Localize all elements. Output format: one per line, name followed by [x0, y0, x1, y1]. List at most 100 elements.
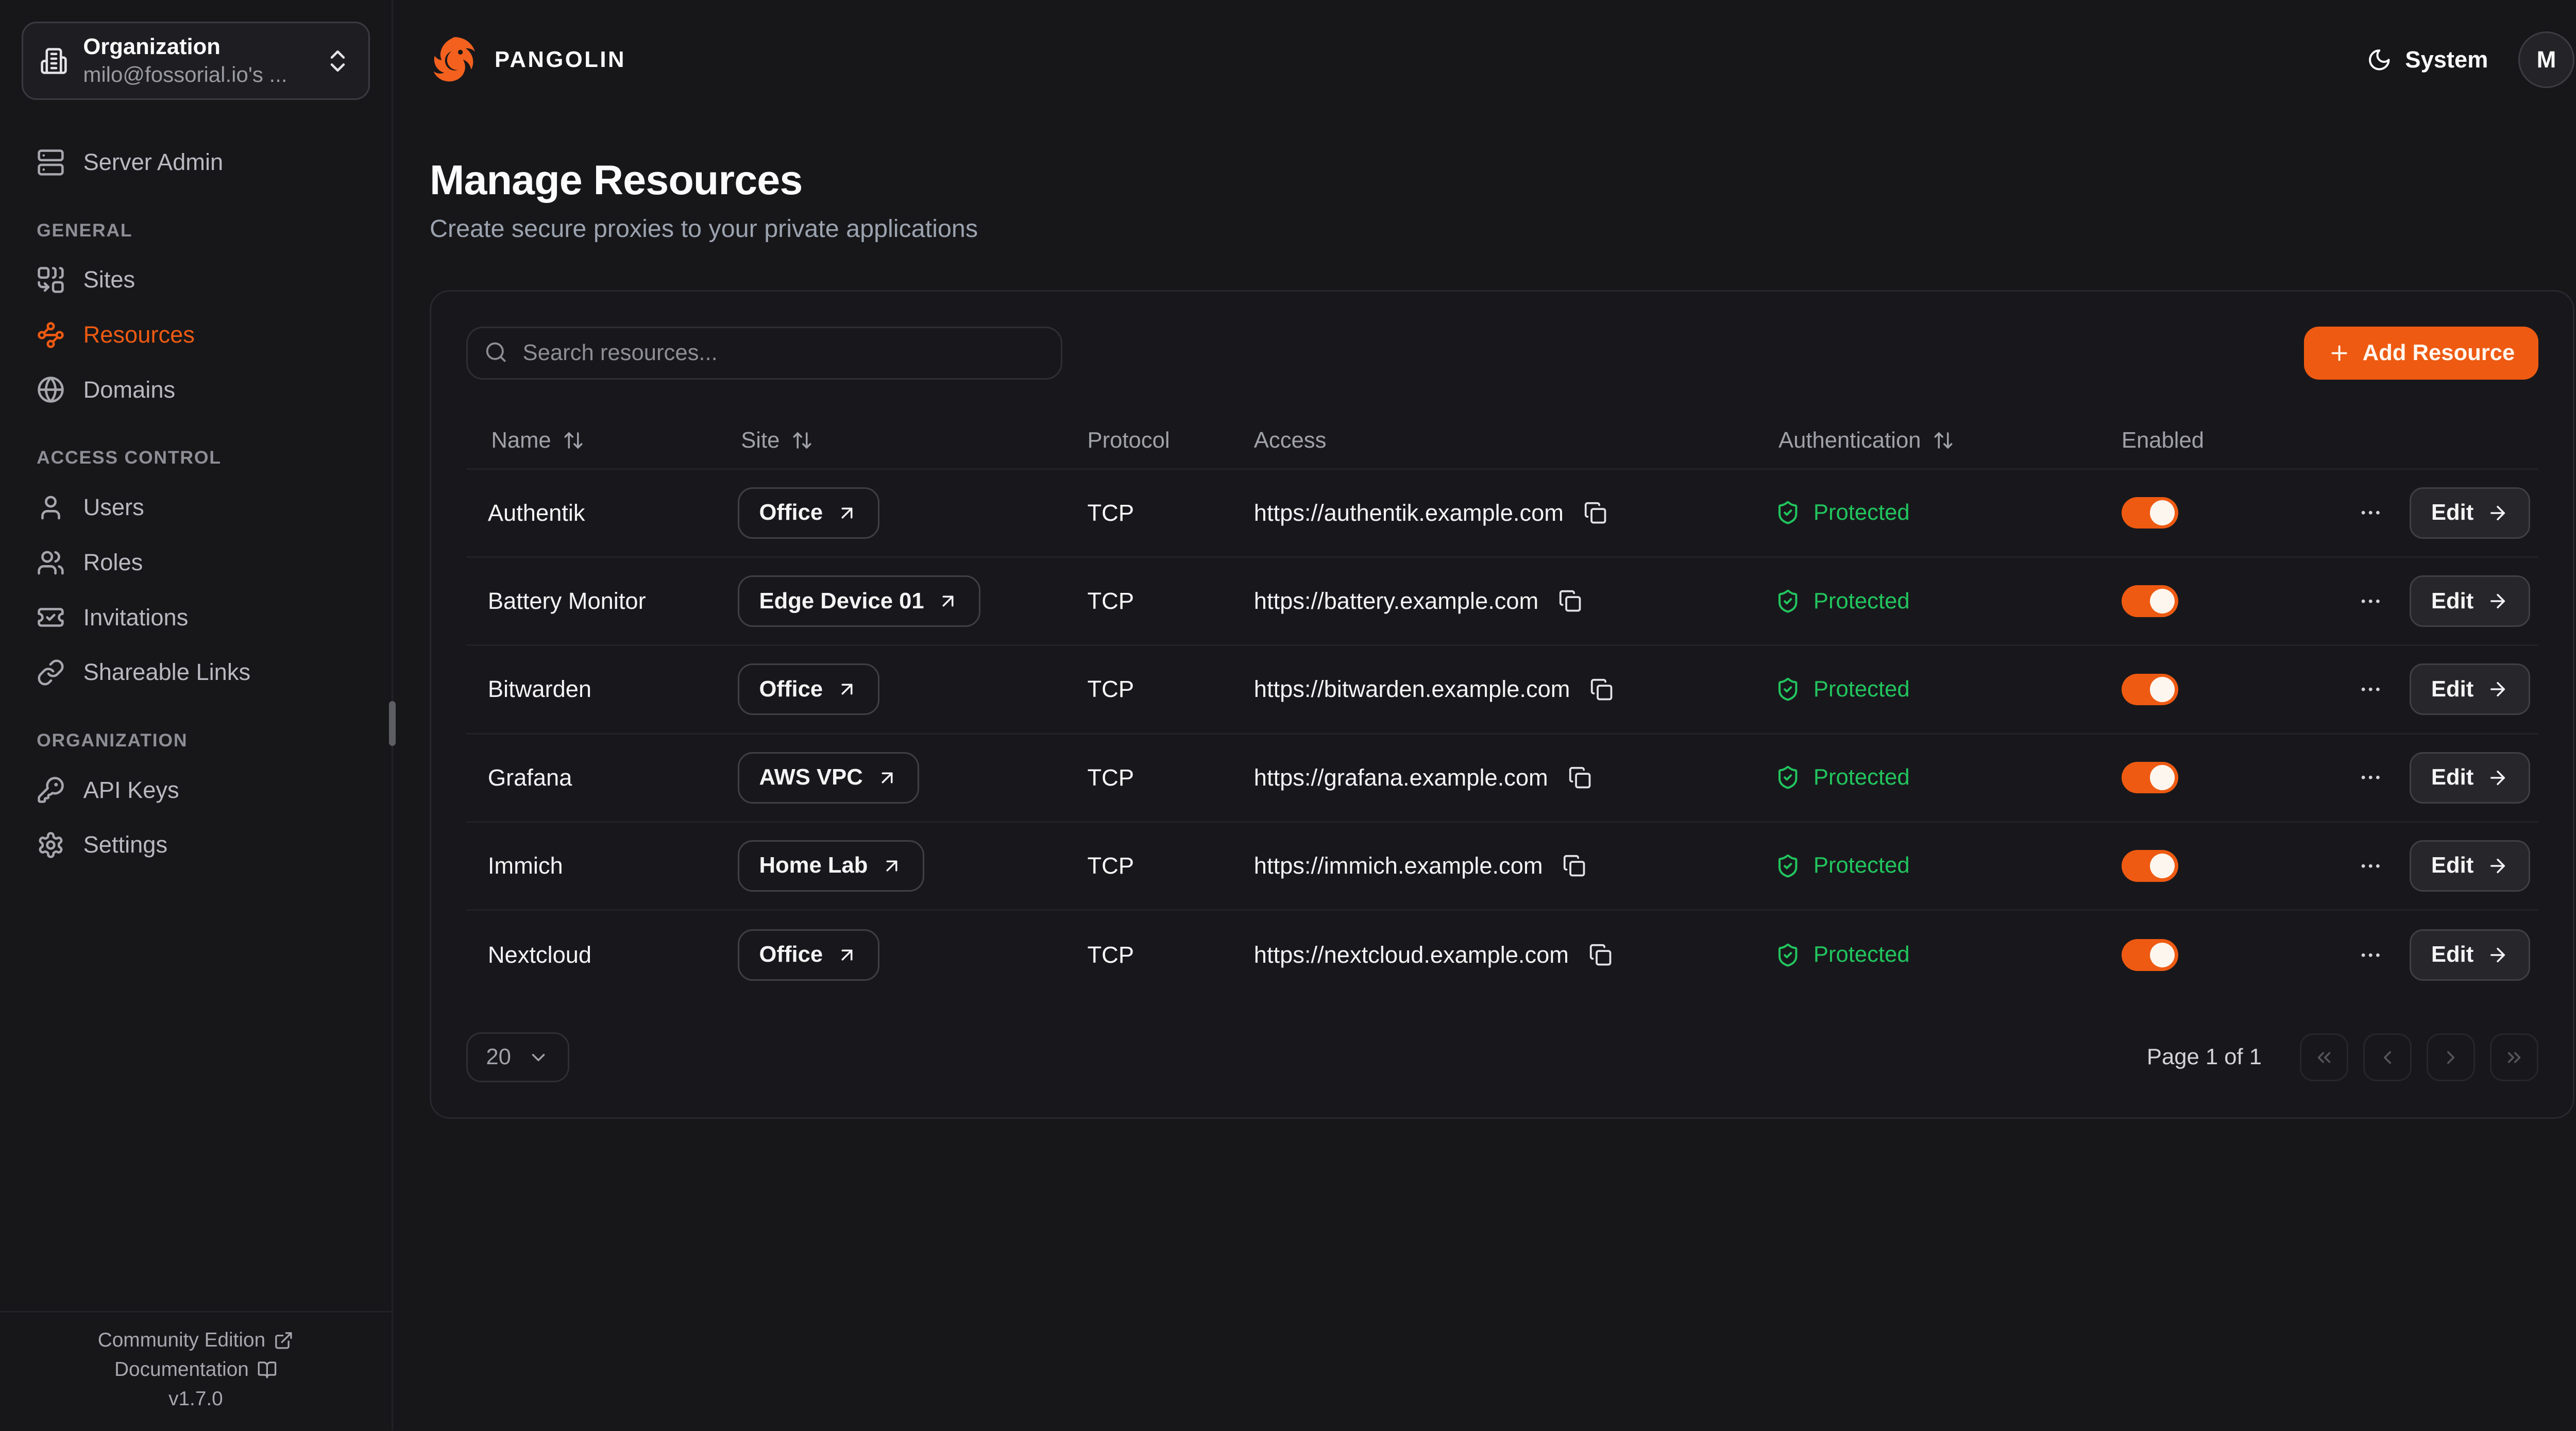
nav-section-access-control: ACCESS CONTROL — [37, 447, 222, 468]
copy-url-button[interactable] — [1587, 674, 1617, 704]
site-link-button[interactable]: Office — [737, 487, 879, 539]
page-size-value: 20 — [486, 1045, 511, 1070]
resource-name: Nextcloud — [487, 941, 592, 968]
sidebar-item-resources[interactable]: Resources — [22, 308, 370, 363]
authentication-cell: Protected — [1775, 500, 2122, 525]
row-menu-button[interactable] — [2354, 939, 2386, 970]
brand-name: PANGOLIN — [495, 47, 626, 72]
theme-toggle-button[interactable]: System — [2367, 46, 2488, 73]
chevrons-left-icon — [2318, 1052, 2331, 1063]
column-header-authentication[interactable]: Authentication — [1775, 428, 2122, 453]
sidebar-item-label: Settings — [83, 831, 168, 858]
community-edition-link[interactable]: Community Edition — [98, 1329, 294, 1352]
page-subtitle: Create secure proxies to your private ap… — [429, 215, 978, 243]
copy-url-button[interactable] — [1555, 586, 1585, 616]
shield-check-icon — [1778, 766, 1797, 789]
site-link-button[interactable]: Office — [737, 929, 879, 981]
edit-button[interactable]: Edit — [2410, 487, 2530, 539]
actions-cell: Edit — [2354, 929, 2530, 981]
table-row: Nextcloud Office TCP https://nextcloud.e… — [466, 911, 2538, 999]
copy-url-button[interactable] — [1565, 763, 1595, 793]
auth-status-label: Protected — [1813, 588, 1910, 614]
edit-button[interactable]: Edit — [2410, 575, 2530, 627]
next-page-button[interactable] — [2427, 1033, 2475, 1082]
copy-url-button[interactable] — [1585, 940, 1615, 970]
enabled-toggle[interactable] — [2121, 939, 2178, 971]
arrow-right-icon — [2490, 947, 2505, 962]
sidebar-resize-handle[interactable] — [389, 701, 396, 746]
org-switcher[interactable]: Organization milo@fossorial.io's ... — [22, 22, 370, 100]
sidebar-item-server-admin[interactable]: Server Admin — [22, 135, 370, 190]
resource-name: Bitwarden — [487, 676, 592, 703]
access-cell: https://authentik.example.com — [1254, 498, 1775, 528]
sidebar-item-sites[interactable]: Sites — [22, 252, 370, 308]
enabled-toggle[interactable] — [2121, 761, 2178, 794]
edit-button[interactable]: Edit — [2410, 929, 2530, 981]
enabled-toggle[interactable] — [2121, 497, 2178, 529]
site-link-button[interactable]: Edge Device 01 — [737, 575, 981, 627]
shield-check-icon — [1778, 943, 1797, 967]
copy-icon — [1589, 944, 1612, 966]
search-input[interactable] — [466, 326, 1063, 380]
book-open-icon — [258, 1361, 277, 1378]
copy-url-button[interactable] — [1560, 851, 1589, 881]
sidebar-item-shareable-links[interactable]: Shareable Links — [22, 645, 370, 700]
column-header-name[interactable]: Name — [488, 428, 738, 453]
add-resource-button[interactable]: Add Resource — [2304, 326, 2538, 380]
enabled-toggle[interactable] — [2121, 585, 2178, 617]
authentication-cell: Protected — [1775, 853, 2122, 878]
first-page-button[interactable] — [2300, 1033, 2349, 1082]
topbar: PANGOLIN System M — [430, 0, 2575, 120]
sidebar: Organization milo@fossorial.io's ... Ser… — [0, 0, 396, 1430]
avatar[interactable]: M — [2518, 31, 2575, 89]
edit-button[interactable]: Edit — [2410, 840, 2530, 892]
row-menu-button[interactable] — [2354, 762, 2386, 793]
combine-icon — [38, 267, 64, 293]
prev-page-button[interactable] — [2363, 1033, 2412, 1082]
sidebar-item-roles[interactable]: Roles — [22, 535, 370, 590]
edit-button[interactable]: Edit — [2410, 752, 2530, 804]
table-header: Name Site Protocol Access Authenticati — [466, 413, 2538, 470]
table-row: Immich Home Lab TCP https://immich.examp… — [466, 823, 2538, 911]
site-link-button[interactable]: Office — [737, 663, 879, 716]
page-size-select[interactable]: 20 — [466, 1032, 569, 1083]
actions-cell: Edit — [2354, 487, 2530, 539]
column-header-site[interactable]: Site — [738, 428, 1088, 453]
sidebar-item-label: API Keys — [83, 776, 179, 803]
chevrons-right-icon — [2507, 1052, 2520, 1063]
actions-cell: Edit — [2354, 752, 2530, 804]
documentation-link[interactable]: Documentation — [114, 1358, 277, 1381]
site-link-button[interactable]: AWS VPC — [737, 752, 920, 804]
org-value: milo@fossorial.io's ... — [83, 62, 287, 87]
card-toolbar: Add Resource — [466, 326, 2538, 380]
edit-label: Edit — [2431, 500, 2474, 525]
copy-icon — [1569, 766, 1590, 789]
copy-url-button[interactable] — [1580, 498, 1610, 528]
site-link-button[interactable]: Home Lab — [737, 840, 925, 892]
sidebar-item-domains[interactable]: Domains — [22, 363, 370, 418]
edit-label: Edit — [2431, 676, 2474, 702]
sidebar-item-label: Resources — [83, 321, 195, 348]
row-menu-button[interactable] — [2354, 497, 2386, 529]
sidebar-item-api-keys[interactable]: API Keys — [22, 762, 370, 817]
sidebar-item-settings[interactable]: Settings — [22, 817, 370, 873]
column-header-enabled: Enabled — [2122, 428, 2355, 453]
sidebar-item-invitations[interactable]: Invitations — [22, 590, 370, 645]
sidebar-item-users[interactable]: Users — [22, 480, 370, 535]
org-switcher-text: Organization milo@fossorial.io's ... — [83, 33, 308, 88]
enabled-toggle[interactable] — [2121, 673, 2178, 706]
site-name: Home Lab — [759, 853, 868, 878]
copy-icon — [1559, 590, 1581, 612]
community-edition-label: Community Edition — [97, 1329, 266, 1352]
edit-button[interactable]: Edit — [2410, 663, 2530, 716]
shield-check-icon — [1778, 589, 1797, 613]
enabled-toggle[interactable] — [2121, 850, 2178, 882]
table-row: Authentik Office TCP https://authentik.e… — [466, 470, 2538, 558]
enabled-cell — [2121, 761, 2355, 794]
last-page-button[interactable] — [2489, 1033, 2538, 1082]
row-menu-button[interactable] — [2354, 674, 2386, 705]
row-menu-button[interactable] — [2354, 585, 2386, 617]
row-menu-button[interactable] — [2354, 850, 2386, 881]
card-footer: 20 Page 1 of 1 — [466, 1032, 2538, 1083]
globe-icon — [38, 377, 64, 403]
